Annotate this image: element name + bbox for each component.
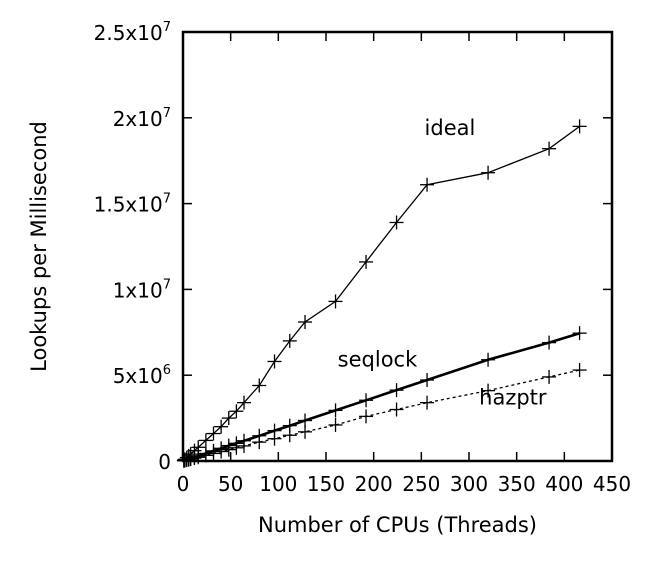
data-point-ideal bbox=[542, 141, 557, 156]
y-tick-mantissa: 2.5x10 bbox=[94, 21, 163, 45]
series-label-hazptr: hazptr bbox=[479, 385, 547, 409]
data-point-seqlock bbox=[572, 326, 587, 341]
x-tick-label: 300 bbox=[450, 472, 488, 496]
data-point-ideal bbox=[298, 315, 313, 330]
data-point-hazptr bbox=[328, 417, 343, 432]
y-tick-label: 2.5x107 bbox=[94, 20, 171, 45]
data-point-hazptr bbox=[481, 383, 496, 398]
series-ideal bbox=[176, 119, 587, 468]
series-hazptr bbox=[176, 363, 587, 468]
x-axis-label: Number of CPUs (Threads) bbox=[258, 513, 537, 537]
data-point-ideal bbox=[214, 419, 229, 434]
data-point-hazptr bbox=[183, 452, 198, 467]
data-point-ideal bbox=[267, 354, 282, 369]
x-tick-label: 100 bbox=[259, 472, 297, 496]
y-tick-exponent: 6 bbox=[163, 363, 171, 378]
x-tick-label: 50 bbox=[218, 472, 243, 496]
data-point-hazptr bbox=[237, 438, 252, 453]
y-tick-label: 0 bbox=[158, 450, 171, 474]
data-point-ideal bbox=[221, 411, 236, 426]
x-tick-label: 150 bbox=[307, 472, 345, 496]
data-point-seqlock bbox=[389, 383, 404, 398]
data-point-ideal bbox=[328, 294, 343, 309]
y-tick-mantissa: 5x10 bbox=[113, 364, 163, 388]
y-tick-mantissa: 1x10 bbox=[113, 278, 163, 302]
series-line-hazptr bbox=[183, 369, 580, 462]
data-point-ideal bbox=[198, 433, 213, 448]
series-line-ideal bbox=[183, 125, 580, 461]
y-axis-label: Lookups per Millisecond bbox=[27, 121, 51, 372]
data-point-seqlock bbox=[359, 393, 374, 408]
y-tick-label: 5x106 bbox=[113, 363, 171, 388]
y-tick-mantissa: 1.5x10 bbox=[94, 193, 163, 217]
y-tick-exponent: 7 bbox=[163, 106, 171, 121]
data-point-seqlock bbox=[420, 373, 435, 388]
data-point-hazptr bbox=[282, 428, 297, 443]
y-tick-label: 1x107 bbox=[113, 277, 171, 302]
series-layer bbox=[176, 119, 587, 468]
data-point-hazptr bbox=[252, 435, 267, 450]
data-point-seqlock bbox=[542, 335, 557, 350]
y-tick-mantissa: 2x10 bbox=[113, 107, 163, 131]
data-point-ideal bbox=[252, 378, 267, 393]
plot-frame bbox=[181, 30, 614, 463]
data-point-ideal bbox=[481, 165, 496, 180]
x-tick-label: 450 bbox=[593, 472, 631, 496]
data-point-seqlock bbox=[328, 403, 343, 418]
y-tick-label: 2x107 bbox=[113, 106, 171, 131]
data-point-hazptr bbox=[267, 431, 282, 446]
y-tick-label: 1.5x107 bbox=[94, 192, 171, 217]
data-point-hazptr bbox=[214, 444, 229, 459]
data-point-ideal bbox=[206, 426, 221, 441]
data-point-seqlock bbox=[481, 352, 496, 367]
data-point-hazptr bbox=[187, 451, 202, 466]
data-point-hazptr bbox=[359, 409, 374, 424]
annotation-layer: ideal seqlock hazptr bbox=[338, 116, 547, 409]
y-tick-exponent: 7 bbox=[163, 277, 171, 292]
data-point-hazptr bbox=[221, 442, 236, 457]
x-tick-label: 0 bbox=[177, 472, 190, 496]
data-point-hazptr bbox=[298, 424, 313, 439]
data-point-hazptr bbox=[206, 446, 221, 461]
x-axis-ticks: 0 50 100 150 200 250 300 350 400 450 bbox=[177, 32, 631, 496]
data-point-hazptr bbox=[229, 440, 244, 455]
data-point-ideal bbox=[572, 119, 587, 134]
y-tick-exponent: 7 bbox=[163, 20, 171, 35]
series-label-seqlock: seqlock bbox=[338, 348, 418, 372]
x-tick-label: 350 bbox=[498, 472, 536, 496]
y-tick-exponent: 7 bbox=[163, 192, 171, 207]
data-point-ideal bbox=[389, 215, 404, 230]
x-tick-label: 200 bbox=[355, 472, 393, 496]
data-point-ideal bbox=[420, 177, 435, 192]
data-point-hazptr bbox=[420, 395, 435, 410]
data-point-ideal bbox=[282, 333, 297, 348]
data-point-hazptr bbox=[572, 363, 587, 378]
data-point-hazptr bbox=[542, 369, 557, 384]
x-tick-label: 400 bbox=[545, 472, 583, 496]
data-point-ideal bbox=[229, 404, 244, 419]
x-tick-label: 250 bbox=[402, 472, 440, 496]
y-tick-mantissa: 0 bbox=[158, 450, 171, 474]
data-point-hazptr bbox=[389, 402, 404, 417]
data-point-ideal bbox=[237, 395, 252, 410]
data-point-ideal bbox=[359, 254, 374, 269]
series-label-ideal: ideal bbox=[425, 116, 476, 140]
